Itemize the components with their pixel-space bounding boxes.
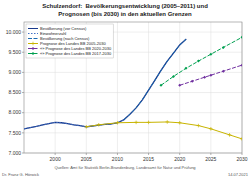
legend-entry: «» Prognose des Landes BB 2017-2030 (40, 51, 112, 56)
legend-marker (32, 52, 35, 55)
point (116, 121, 120, 125)
point (209, 127, 213, 131)
series (178, 64, 242, 87)
grid-line (179, 22, 180, 153)
footer-note: 14.07.2021 (228, 172, 249, 177)
legend-marker (31, 42, 35, 46)
point (172, 75, 175, 78)
point (184, 67, 187, 70)
series (24, 120, 124, 129)
legend-swatch (28, 53, 38, 54)
point (209, 53, 212, 56)
plot-area (24, 36, 242, 141)
grid-line (24, 92, 242, 93)
grid-line (24, 72, 242, 73)
series (84, 120, 242, 141)
tick-label: 2020 (174, 156, 185, 162)
footer-note: Dr. Franz G. Hörwick (2, 172, 39, 177)
tick-label: 8.000 (8, 109, 21, 115)
point (228, 133, 232, 137)
series (160, 36, 242, 87)
point (178, 84, 181, 87)
grid-line (24, 132, 242, 133)
legend-swatch (28, 28, 38, 29)
point (191, 80, 194, 83)
line (86, 122, 242, 139)
point (134, 121, 138, 125)
footer-note: Quellen: Amt für Statistik Berlin-Brande… (54, 165, 195, 170)
series (124, 39, 186, 120)
grid-line (210, 22, 211, 153)
legend-swatch (28, 48, 38, 49)
tick-label: 2015 (143, 156, 154, 162)
point (222, 46, 225, 49)
legend-swatch (28, 33, 38, 34)
grid (24, 22, 242, 153)
point (160, 84, 163, 87)
point (241, 64, 243, 67)
legend: Bevölkerung (vor Census)EinwohnerzahlBev… (26, 24, 113, 58)
tick-label: 8.500 (8, 89, 21, 95)
line (24, 120, 124, 129)
subtitle: Prognosen (bis 2030) in den aktuellen Gr… (58, 11, 192, 17)
tick-label: 7.500 (8, 130, 21, 136)
point (84, 125, 88, 129)
tick-label: 9.500 (8, 49, 21, 55)
tick-label: 2030 (236, 156, 247, 162)
point (165, 120, 169, 124)
line (180, 65, 242, 85)
line (124, 39, 186, 120)
point (147, 121, 151, 125)
grid-line (117, 22, 118, 153)
line (24, 39, 186, 128)
title: Schulzendorf: Bevölkerungsentwicklung (2… (42, 3, 208, 9)
grid-line (24, 112, 242, 113)
tick-label: 7.000 (8, 150, 21, 156)
tick-label: 2000 (50, 156, 61, 162)
point (241, 36, 243, 39)
point (222, 70, 225, 73)
line (161, 37, 242, 85)
legend-swatch (28, 38, 38, 39)
tick-label: 2025 (205, 156, 216, 162)
chart: Schulzendorf: Bevölkerungsentwicklung (2… (0, 0, 250, 177)
grid-line (148, 22, 149, 153)
point (197, 60, 200, 63)
point (97, 123, 101, 127)
point (178, 121, 182, 125)
tick-label: 2005 (81, 156, 92, 162)
point (240, 137, 242, 141)
series (24, 39, 186, 128)
tick-label: 10.000 (6, 29, 22, 35)
legend-marker (32, 47, 35, 50)
tick-label: 2010 (112, 156, 123, 162)
point (209, 74, 212, 77)
tick-label: 9.000 (8, 69, 21, 75)
point (203, 76, 206, 79)
legend-frame (26, 24, 113, 58)
point (197, 124, 201, 128)
plot-frame (24, 22, 242, 153)
